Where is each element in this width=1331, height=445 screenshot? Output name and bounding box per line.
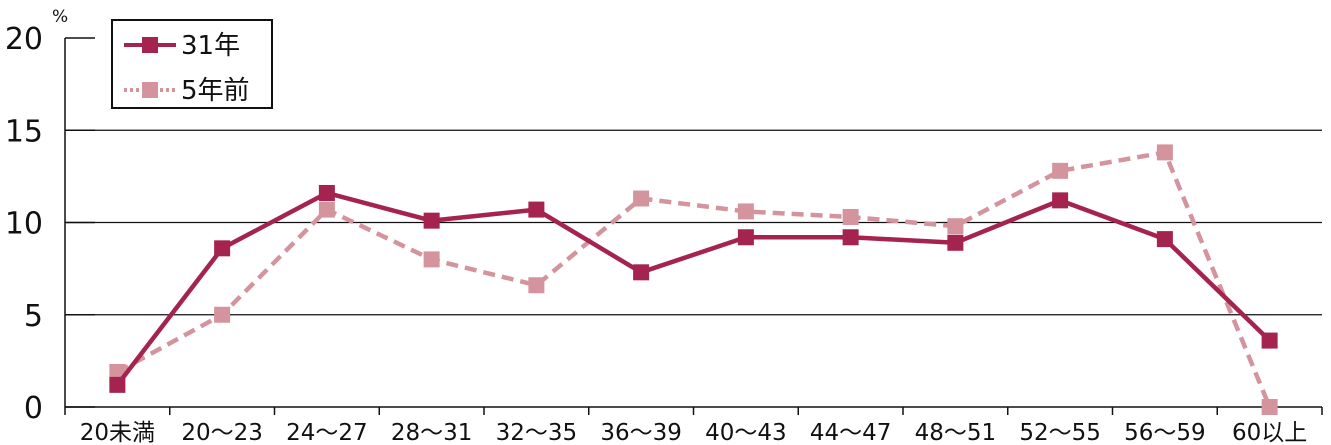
- x-tick-label: 56～59: [1124, 420, 1206, 445]
- x-tick-label: 20～23: [181, 420, 263, 445]
- x-tick-label: 40～43: [705, 420, 787, 445]
- data-point-31: [1261, 332, 1278, 349]
- data-point-31: [947, 234, 964, 251]
- x-tick-label: 52～55: [1019, 420, 1101, 445]
- data-point-31: [842, 229, 859, 246]
- x-tick-label: 32～35: [496, 420, 578, 445]
- x-tick-label: 20未満: [80, 420, 155, 445]
- data-point-31: [109, 376, 126, 393]
- data-point-5: [423, 251, 440, 268]
- y-tick-label: 20: [5, 22, 43, 57]
- data-point-31: [633, 264, 650, 281]
- data-point-5: [737, 203, 754, 220]
- data-point-5: [947, 218, 964, 235]
- data-point-5: [633, 190, 650, 207]
- legend-box: [111, 19, 273, 109]
- legend-label-31: 31年: [181, 31, 240, 61]
- y-unit-label: %: [52, 7, 68, 27]
- legend-label-5: 5年前: [181, 76, 250, 106]
- y-tick-label: 5: [24, 299, 43, 334]
- data-point-5: [1261, 399, 1278, 415]
- y-tick-label: 15: [5, 114, 43, 149]
- x-tick-label: 28～31: [391, 420, 473, 445]
- x-tick-label: 44～47: [810, 420, 892, 445]
- legend-swatch-marker-31: [142, 37, 158, 53]
- data-point-31: [318, 184, 335, 201]
- series-line-5: [116, 150, 1272, 408]
- x-tick-label: 24～27: [286, 420, 368, 445]
- data-point-5: [1156, 144, 1173, 161]
- x-tick-label: 48～51: [915, 420, 997, 445]
- data-point-31: [737, 229, 754, 246]
- x-tick-label: 60以上: [1232, 420, 1307, 445]
- series-line-31: [115, 190, 1272, 387]
- legend: 31年 5年前: [111, 19, 273, 109]
- data-point-5: [109, 363, 126, 380]
- data-point-5: [214, 306, 231, 323]
- data-point-31: [1156, 231, 1173, 248]
- y-tick-label: 0: [24, 391, 43, 426]
- series-layer: [109, 144, 1278, 415]
- x-tick-label: 36～39: [600, 420, 682, 445]
- data-point-31: [423, 212, 440, 229]
- data-point-5: [528, 277, 545, 294]
- data-point-5: [318, 201, 335, 218]
- data-point-5: [1052, 162, 1069, 179]
- data-point-31: [528, 201, 545, 218]
- y-axis-ticks: 0 5 10 15 20: [5, 22, 95, 426]
- gridlines: [65, 129, 1322, 316]
- data-point-5: [842, 208, 859, 225]
- data-point-31: [214, 240, 231, 257]
- legend-swatch-marker-5: [142, 82, 158, 98]
- x-axis-ticks: 20未満 20～23 24～27 28～31 32～35 36～39 40～43 44～47 4…: [64, 407, 1323, 445]
- y-tick-label: 10: [5, 207, 43, 242]
- data-point-31: [1052, 192, 1069, 209]
